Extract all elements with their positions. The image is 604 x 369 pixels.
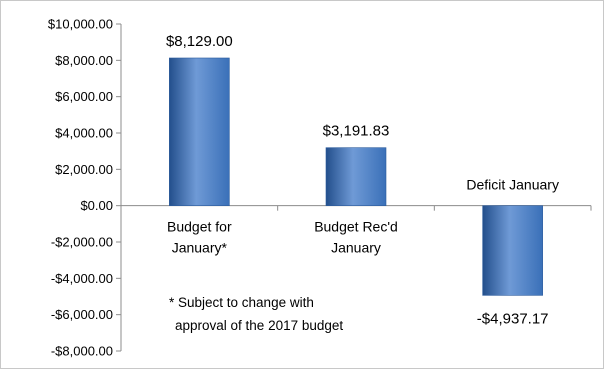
category-label-1: January [331, 240, 381, 256]
data-label-0: $8,129.00 [166, 33, 233, 50]
y-tick-label: -$4,000.00 [51, 271, 113, 286]
y-tick-label: -$2,000.00 [51, 235, 113, 250]
y-tick-label: $8,000.00 [55, 53, 113, 68]
category-label-1: Budget Rec'd [314, 219, 398, 235]
labels: $8,129.00 Budget for January* $3,191.83 Budg… [166, 33, 559, 327]
bar-0 [169, 57, 230, 206]
data-label-2: -$4,937.17 [477, 310, 549, 327]
y-tick-label: $2,000.00 [55, 162, 113, 177]
category-label-0: Budget for [167, 219, 232, 235]
footnote-line-2: approval of the 2017 budget [175, 318, 343, 333]
bar-2 [482, 205, 543, 296]
bar-1 [325, 147, 387, 206]
y-ticks: $10,000.00 $8,000.00 $6,000.00 $4,000.00 $2,… [48, 17, 592, 359]
data-label-1: $3,191.83 [323, 123, 390, 140]
footnote-line-1: * Subject to change with [169, 295, 314, 310]
category-label-0: January* [172, 240, 228, 256]
category-label-2: Deficit January [466, 177, 559, 193]
y-tick-label: -$6,000.00 [51, 307, 113, 322]
y-tick-label: $0.00 [80, 198, 113, 213]
y-tick-label: $10,000.00 [48, 17, 113, 32]
footnote: * Subject to change with approval of the… [169, 295, 343, 333]
bars [169, 57, 543, 296]
y-tick-label: -$8,000.00 [51, 344, 113, 359]
y-tick-label: $6,000.00 [55, 89, 113, 104]
y-tick-label: $4,000.00 [55, 126, 113, 141]
